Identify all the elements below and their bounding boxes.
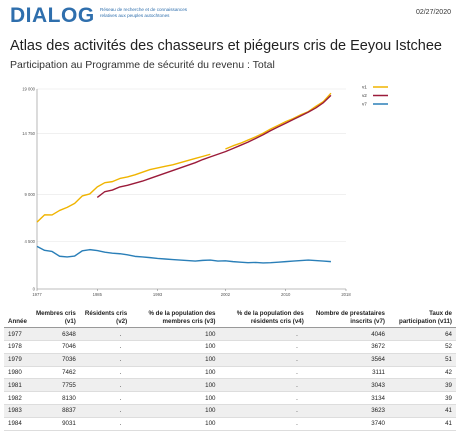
app-header: DIALOG Réseau de recherche et de connais…	[10, 4, 455, 28]
table-cell: 52	[388, 340, 456, 354]
x-tick-label: 2018	[341, 292, 351, 297]
table-cell: 7462	[30, 366, 80, 380]
table-cell: 1982	[4, 391, 31, 405]
table-cell: 100	[131, 366, 220, 380]
line-chart: 0 4 500 9 000 14 750 19 000 1977 1985 1993 2002 2…	[22, 85, 388, 297]
table-cell: 100	[131, 378, 220, 393]
y-tick-label: 4 500	[25, 239, 36, 244]
table-body: 1977 6348. 100. 4046 64 1978 7046. 100. 3672 52 19…	[4, 327, 456, 431]
table-header-cell: Taux de participation (v11)	[388, 308, 456, 329]
table-row: 1984 9031. 100. 3740 41	[4, 417, 456, 431]
y-tick-label: 19 000	[22, 87, 35, 92]
table-cell: .	[219, 404, 308, 418]
table-cell: 64	[388, 327, 456, 341]
table-cell: .	[79, 366, 132, 380]
x-tick-label: 1977	[32, 292, 42, 297]
logo-tagline: Réseau de recherche et de connaissances …	[100, 7, 188, 18]
table-header-row: Année Membres cris (v1) Résidents cris (v2…	[4, 308, 456, 329]
table-cell: 1980	[4, 366, 31, 380]
table-cell: 1977	[4, 327, 31, 341]
table-cell: 9031	[30, 417, 80, 431]
table-cell: 8130	[30, 391, 80, 405]
table-cell: 39	[388, 378, 456, 393]
table-cell: 8837	[30, 404, 80, 418]
table-header-cell: Année	[4, 308, 31, 329]
table-cell: 1979	[4, 353, 31, 367]
table-cell: 100	[131, 340, 220, 354]
table-header-cell: Résidents cris (v2)	[79, 308, 132, 329]
table-row: 1981 7755. 100. 3043 39	[4, 378, 456, 393]
y-tick-label: 0	[33, 287, 36, 292]
table-header-cell: Nombre de prestataires inscrits (v7)	[307, 308, 389, 329]
table-row: 1977 6348. 100. 4046 64	[4, 327, 456, 341]
table-row: 1978 7046. 100. 3672 52	[4, 340, 456, 354]
table-cell: 100	[131, 391, 220, 405]
table-row: 1982 8130. 100. 3134 39	[4, 391, 456, 405]
table-cell: .	[79, 327, 132, 341]
y-tick-label: 14 750	[22, 131, 35, 136]
table-cell: .	[219, 378, 308, 393]
table-cell: .	[79, 391, 132, 405]
table-cell: .	[219, 391, 308, 405]
table-cell: .	[79, 340, 132, 354]
x-tick-label: 2002	[221, 292, 231, 297]
table-cell: 100	[131, 404, 220, 418]
table-cell: 39	[388, 391, 456, 405]
table-cell: .	[79, 353, 132, 367]
table-cell: 7036	[30, 353, 80, 367]
table-cell: 3672	[307, 340, 389, 354]
series-line-v1	[36, 92, 332, 223]
table-header-cell: % de la population des résidents cris (v…	[219, 308, 308, 329]
report-date: 02/27/2020	[415, 9, 451, 16]
table-row: 1979 7036. 100. 3564 51	[4, 353, 456, 367]
data-table: Année Membres cris (v1) Résidents cris (v2…	[4, 308, 456, 431]
series-line-v7	[36, 245, 331, 264]
table-cell: 41	[388, 404, 456, 418]
x-tick-label: 1993	[153, 292, 163, 297]
table-cell: 51	[388, 353, 456, 367]
table-row: 1983 8837. 100. 3623 41	[4, 404, 456, 418]
legend-label-v2: v2	[362, 93, 367, 98]
y-tick-label: 9 000	[25, 192, 36, 197]
table-cell: .	[79, 404, 132, 418]
x-tick-label: 1985	[93, 292, 103, 297]
table-cell: 1984	[4, 417, 31, 431]
table-header-cell: % de la population des membres cris (v3)	[131, 308, 220, 329]
table-cell: 1983	[4, 404, 31, 418]
table-cell: .	[79, 417, 132, 431]
table-cell: 100	[131, 417, 220, 431]
table-cell: 3740	[307, 417, 389, 431]
series-line-v2	[96, 94, 332, 198]
x-tick-label: 2010	[281, 292, 291, 297]
table-cell: .	[219, 366, 308, 380]
chart-subtitle: Participation au Programme de sécurité d…	[10, 59, 275, 71]
table-cell: 4046	[307, 327, 389, 341]
table-cell: .	[219, 417, 308, 431]
table-cell: 100	[131, 327, 220, 341]
table-cell: 100	[131, 353, 220, 367]
table-cell: .	[79, 378, 132, 393]
table-cell: 3043	[307, 378, 389, 393]
table-cell: 3134	[307, 391, 389, 405]
table-cell: 3623	[307, 404, 389, 418]
dialog-logo[interactable]: DIALOG	[10, 4, 95, 27]
table-cell: 3564	[307, 353, 389, 367]
table-cell: 3111	[307, 366, 389, 380]
table-header-cell: Membres cris (v1)	[30, 308, 80, 329]
legend-label-v1: v1	[362, 85, 367, 90]
legend-label-v7: v7	[362, 102, 367, 107]
table-row: 1980 7462. 100. 3111 42	[4, 366, 456, 380]
page-title: Atlas des activités des chasseurs et pié…	[10, 38, 442, 54]
table-cell: 7755	[30, 378, 80, 393]
table-cell: .	[219, 353, 308, 367]
table-cell: 1981	[4, 378, 31, 393]
table-cell: 42	[388, 366, 456, 380]
table-cell: 6348	[30, 327, 80, 341]
table-cell: 1978	[4, 340, 31, 354]
table-cell: .	[219, 340, 308, 354]
table-cell: 41	[388, 417, 456, 431]
table-cell: .	[219, 327, 308, 341]
table-cell: 7046	[30, 340, 80, 354]
